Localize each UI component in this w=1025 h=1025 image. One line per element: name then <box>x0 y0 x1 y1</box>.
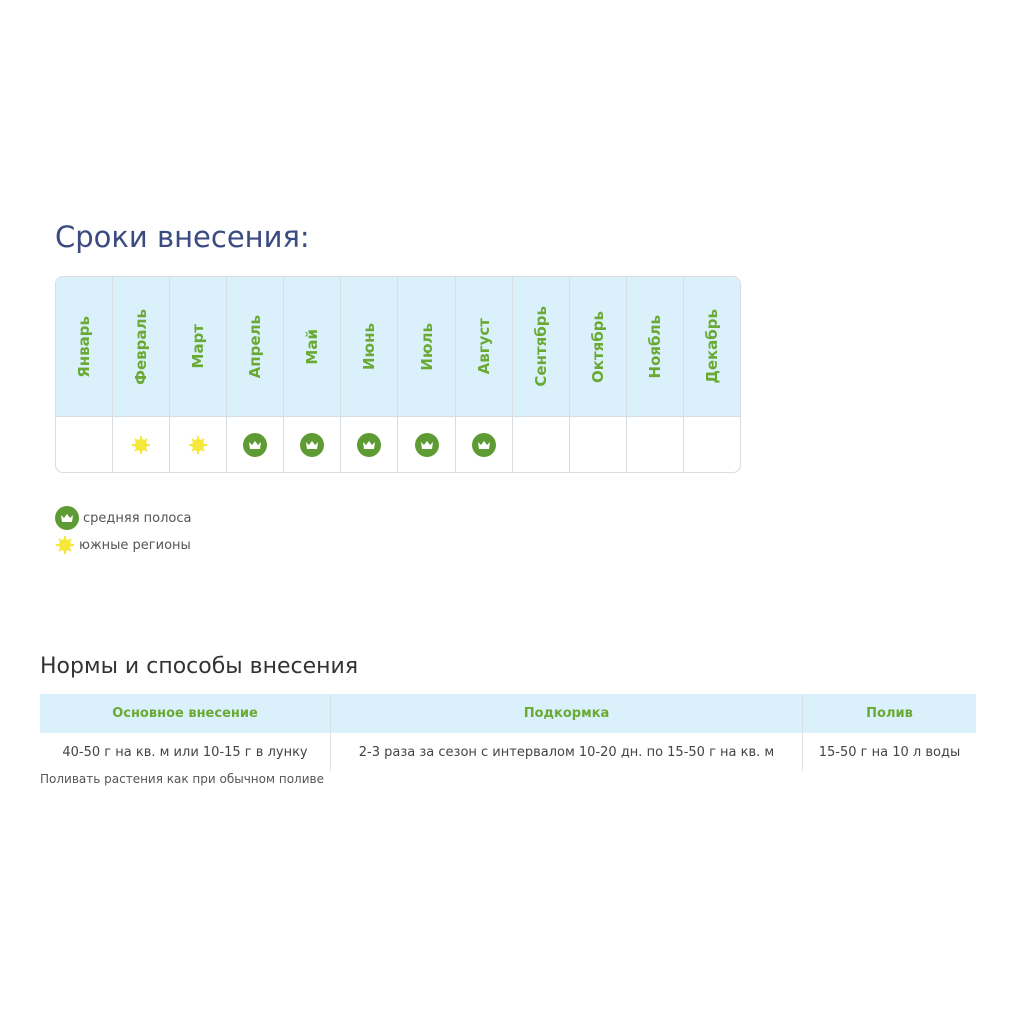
month-cell <box>456 417 512 472</box>
header-feeding: Подкормка <box>330 694 803 733</box>
month-cell <box>398 417 454 472</box>
month-label: Ноябль <box>645 314 664 379</box>
month-column: Январь <box>56 277 114 472</box>
legend-sun: южные регионы <box>55 535 191 555</box>
month-column: Ноябль <box>626 277 684 472</box>
schedule-title: Сроки внесения: <box>55 220 310 254</box>
month-label: Январь <box>75 315 94 378</box>
month-column: Сентябрь <box>512 277 570 472</box>
crown-icon <box>243 432 268 457</box>
month-column: Июль <box>398 277 456 472</box>
month-cell <box>227 417 283 472</box>
crown-icon <box>471 432 496 457</box>
month-cell <box>570 417 626 472</box>
cell-main: 40-50 г на кв. м или 10-15 г в лунку <box>40 733 331 771</box>
crown-icon <box>300 432 325 457</box>
month-label: Май <box>303 328 322 365</box>
crown-icon <box>357 432 382 457</box>
month-header: Октябрь <box>569 277 626 417</box>
month-header: Май <box>284 277 341 417</box>
month-cell <box>113 417 169 472</box>
month-label: Февраль <box>132 308 151 385</box>
month-label: Март <box>189 324 208 369</box>
month-cell <box>684 417 740 472</box>
month-label: Июль <box>417 322 436 371</box>
month-column: Апрель <box>227 277 285 472</box>
month-label: Июнь <box>360 323 379 370</box>
month-cell <box>627 417 683 472</box>
note: Поливать растения как при обычном поливе <box>40 772 324 786</box>
norms-table: Основное внесение Подкормка Полив 40-50 … <box>40 694 976 771</box>
month-header: Июль <box>398 277 455 417</box>
sun-icon <box>55 535 75 555</box>
month-cell <box>284 417 340 472</box>
month-cell <box>170 417 226 472</box>
month-label: Сентябрь <box>531 306 550 387</box>
month-header: Ноябль <box>626 277 683 417</box>
month-header: Март <box>170 277 227 417</box>
sun-icon <box>131 435 151 455</box>
header-main: Основное внесение <box>40 694 331 733</box>
cell-watering: 15-50 г на 10 л воды <box>818 744 961 760</box>
month-column: Май <box>284 277 342 472</box>
month-header: Январь <box>56 277 113 417</box>
month-label: Апрель <box>246 314 265 379</box>
month-column: Февраль <box>113 277 171 472</box>
table-row: 40-50 г на кв. м или 10-15 г в лунку 2-3… <box>40 733 976 771</box>
month-column: Июнь <box>341 277 399 472</box>
month-label: Октябрь <box>588 310 607 383</box>
header-watering: Полив <box>802 694 976 733</box>
legend-label: южные регионы <box>79 537 191 553</box>
legend-crown: средняя полоса <box>55 506 192 530</box>
month-header: Август <box>455 277 512 417</box>
crown-icon <box>55 506 79 530</box>
month-column: Декабрь <box>683 277 740 472</box>
month-label: Декабрь <box>702 309 721 384</box>
month-label: Август <box>474 318 493 375</box>
month-header: Июнь <box>341 277 398 417</box>
legend-label: средняя полоса <box>83 510 192 526</box>
month-column: Август <box>455 277 513 472</box>
month-column: Октябрь <box>569 277 627 472</box>
sun-icon <box>188 435 208 455</box>
month-header: Февраль <box>113 277 170 417</box>
crown-icon <box>414 432 439 457</box>
months-table: Январь Февраль Март Апрель Май Июнь Июль Август… <box>55 276 741 473</box>
month-cell <box>56 417 112 472</box>
norms-title: Нормы и способы внесения <box>40 654 359 679</box>
cell-feeding: 2-3 раза за сезон с интервалом 10-20 дн.… <box>330 733 803 771</box>
month-cell <box>341 417 397 472</box>
month-cell <box>513 417 569 472</box>
month-header: Декабрь <box>683 277 740 417</box>
month-header: Апрель <box>227 277 284 417</box>
month-header: Сентябрь <box>512 277 569 417</box>
month-column: Март <box>170 277 228 472</box>
